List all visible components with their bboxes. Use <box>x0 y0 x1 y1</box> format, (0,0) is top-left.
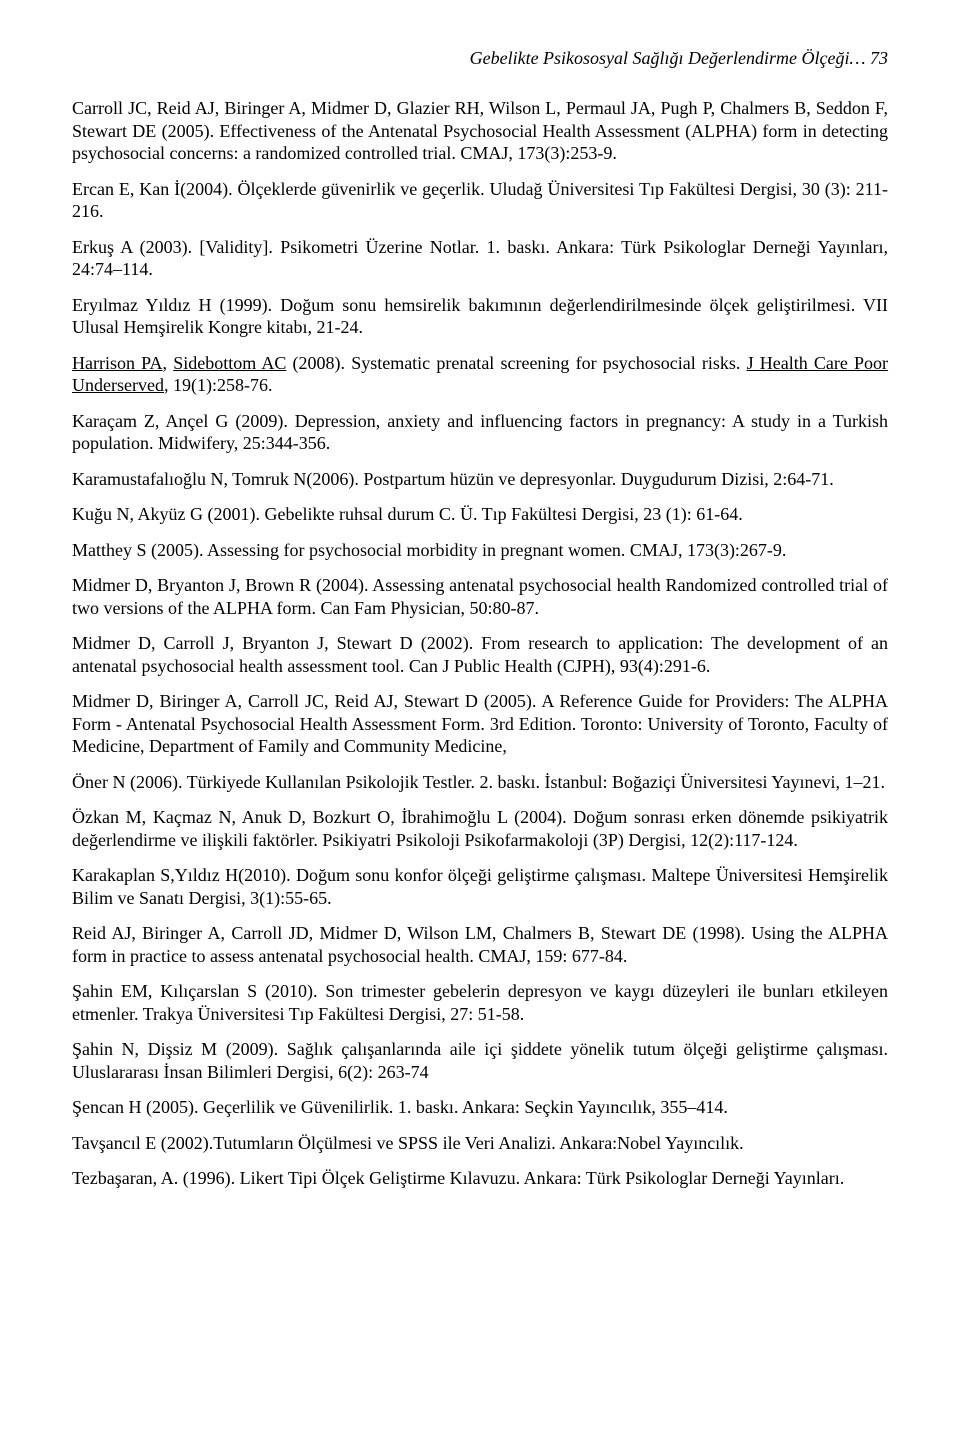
reference-item: Karakaplan S,Yıldız H(2010). Doğum sonu … <box>72 864 888 909</box>
ref-text: , 19(1):258-76. <box>164 375 272 395</box>
author-underlined: Harrison PA <box>72 353 163 373</box>
reference-item: Matthey S (2005). Assessing for psychoso… <box>72 539 888 562</box>
reference-item: Öner N (2006). Türkiyede Kullanılan Psik… <box>72 771 888 794</box>
reference-item: Midmer D, Carroll J, Bryanton J, Stewart… <box>72 632 888 677</box>
reference-item: Şahin N, Dişsiz M (2009). Sağlık çalışan… <box>72 1038 888 1083</box>
running-title: Gebelikte Psikososyal Sağlığı Değerlendi… <box>470 48 866 68</box>
reference-item: Harrison PA, Sidebottom AC (2008). Syste… <box>72 352 888 397</box>
reference-item: Midmer D, Bryanton J, Brown R (2004). As… <box>72 574 888 619</box>
reference-item: Karaçam Z, Ançel G (2009). Depression, a… <box>72 410 888 455</box>
page-number: 73 <box>870 48 888 68</box>
ref-text: (2008). Systematic prenatal screening fo… <box>286 353 746 373</box>
reference-item: Tezbaşaran, A. (1996). Likert Tipi Ölçek… <box>72 1167 888 1190</box>
reference-item: Ercan E, Kan İ(2004). Ölçeklerde güvenir… <box>72 178 888 223</box>
ref-text: , <box>163 353 174 373</box>
reference-item: Midmer D, Biringer A, Carroll JC, Reid A… <box>72 690 888 758</box>
reference-item: Carroll JC, Reid AJ, Biringer A, Midmer … <box>72 97 888 165</box>
reference-item: Özkan M, Kaçmaz N, Anuk D, Bozkurt O, İb… <box>72 806 888 851</box>
page-container: Gebelikte Psikososyal Sağlığı Değerlendi… <box>0 0 960 1251</box>
reference-item: Karamustafalıoğlu N, Tomruk N(2006). Pos… <box>72 468 888 491</box>
reference-item: Eryılmaz Yıldız H (1999). Doğum sonu hem… <box>72 294 888 339</box>
reference-item: Erkuş A (2003). [Validity]. Psikometri Ü… <box>72 236 888 281</box>
reference-item: Reid AJ, Biringer A, Carroll JD, Midmer … <box>72 922 888 967</box>
author-underlined: Sidebottom AC <box>173 353 286 373</box>
reference-item: Tavşancıl E (2002).Tutumların Ölçülmesi … <box>72 1132 888 1155</box>
reference-item: Kuğu N, Akyüz G (2001). Gebelikte ruhsal… <box>72 503 888 526</box>
reference-item: Şencan H (2005). Geçerlilik ve Güvenilir… <box>72 1096 888 1119</box>
running-header: Gebelikte Psikososyal Sağlığı Değerlendi… <box>72 48 888 69</box>
reference-item: Şahin EM, Kılıçarslan S (2010). Son trim… <box>72 980 888 1025</box>
